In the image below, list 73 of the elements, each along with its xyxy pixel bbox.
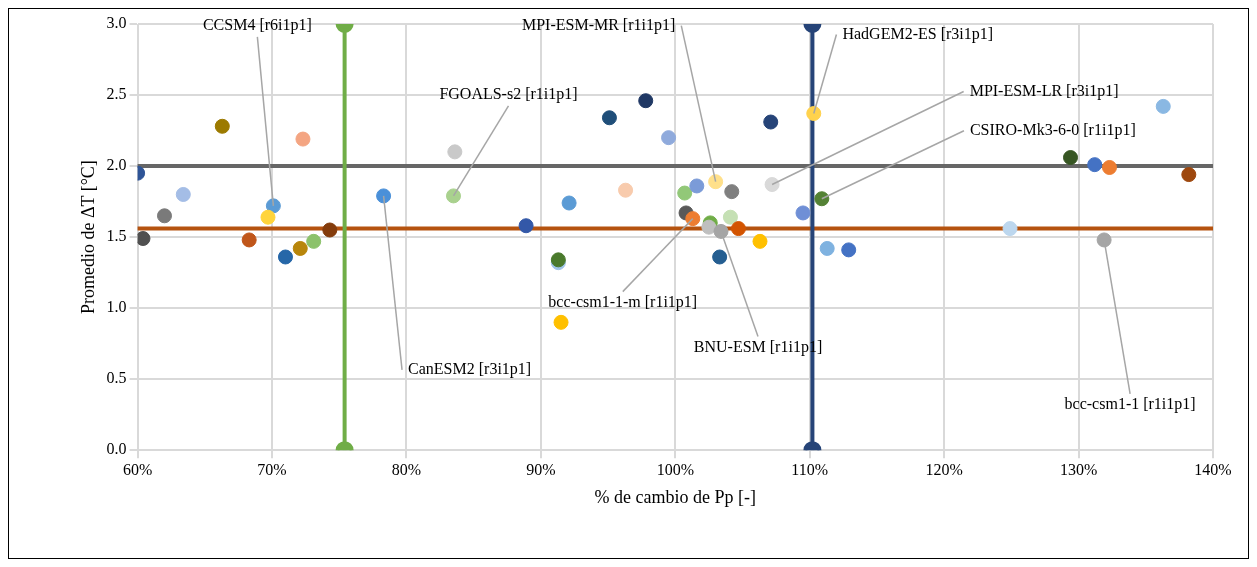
y-tick-label: 3.0 [106, 14, 127, 32]
x-tick-label: 110% [791, 461, 829, 478]
y-tick-label: 0.5 [106, 369, 127, 387]
point [724, 184, 740, 200]
point [814, 191, 830, 207]
point [1181, 167, 1197, 183]
point [806, 106, 822, 121]
point [1101, 159, 1117, 175]
annotation: CCSM4 [r6i1p1] [202, 16, 312, 35]
point [689, 178, 705, 194]
x-tick-label: 70% [257, 461, 287, 478]
annotation: MPI-ESM-LR [r3i1p1] [969, 81, 1119, 100]
point [638, 93, 654, 109]
point [376, 188, 392, 204]
point [795, 205, 811, 221]
y-tick-label: 2.5 [106, 85, 127, 103]
x-tick-label: 90% [526, 461, 556, 478]
x-tick-label: 140% [1194, 461, 1232, 478]
y-tick-label: 0.0 [106, 440, 127, 458]
point [518, 218, 534, 234]
point [763, 114, 779, 130]
point [156, 208, 172, 224]
point [819, 240, 835, 256]
annotation: CanESM2 [r3i1p1] [408, 360, 532, 379]
point [618, 182, 634, 198]
point [730, 221, 746, 237]
point [137, 231, 151, 247]
point [1002, 221, 1018, 237]
x-tick-label: 130% [1059, 461, 1098, 478]
point [685, 211, 701, 227]
x-tick-label: 120% [925, 461, 963, 478]
annotation: CSIRO-Mk3-6-0 [r1i1p1] [969, 120, 1136, 139]
point [722, 209, 738, 225]
x-tick-label: 60% [122, 461, 153, 478]
x-axis-title: % de cambio de Pp [-] [594, 486, 757, 507]
y-tick-label: 2.0 [106, 156, 127, 174]
point [708, 174, 724, 190]
point [712, 249, 728, 265]
x-tick-label: 80% [391, 461, 422, 478]
y-tick-label: 1.5 [106, 227, 127, 245]
point [677, 185, 693, 201]
point [561, 195, 577, 211]
point [214, 118, 230, 134]
point [661, 130, 677, 146]
point [1087, 157, 1103, 173]
point [1063, 150, 1079, 166]
annotation: FGOALS-s2 [r1i1p1] [439, 85, 578, 104]
point [752, 233, 768, 249]
annotation: MPI-ESM-MR [r1i1p1] [521, 15, 676, 34]
point [277, 249, 293, 265]
point [1096, 232, 1112, 248]
point [601, 110, 617, 126]
point [306, 233, 322, 249]
point [446, 188, 461, 204]
point [295, 131, 311, 147]
point [713, 223, 729, 239]
point [553, 314, 569, 330]
y-axis-title: Promedio de ΔT [°C] [77, 160, 98, 315]
point [241, 232, 257, 248]
point [701, 219, 717, 235]
point [447, 144, 463, 160]
point [260, 209, 276, 225]
point [292, 240, 308, 256]
point [764, 177, 780, 193]
annotation: bcc-csm1-1 [r1i1p1] [1064, 395, 1196, 414]
point [322, 222, 338, 238]
y-tick-label: 1.0 [106, 298, 127, 316]
point [841, 242, 857, 258]
annotation: bcc-csm1-1-m [r1i1p1] [548, 292, 698, 311]
point [175, 186, 191, 202]
point [1155, 98, 1171, 114]
annotation: HadGEM2-ES [r3i1p1] [842, 24, 994, 43]
x-tick-label: 100% [656, 461, 694, 478]
